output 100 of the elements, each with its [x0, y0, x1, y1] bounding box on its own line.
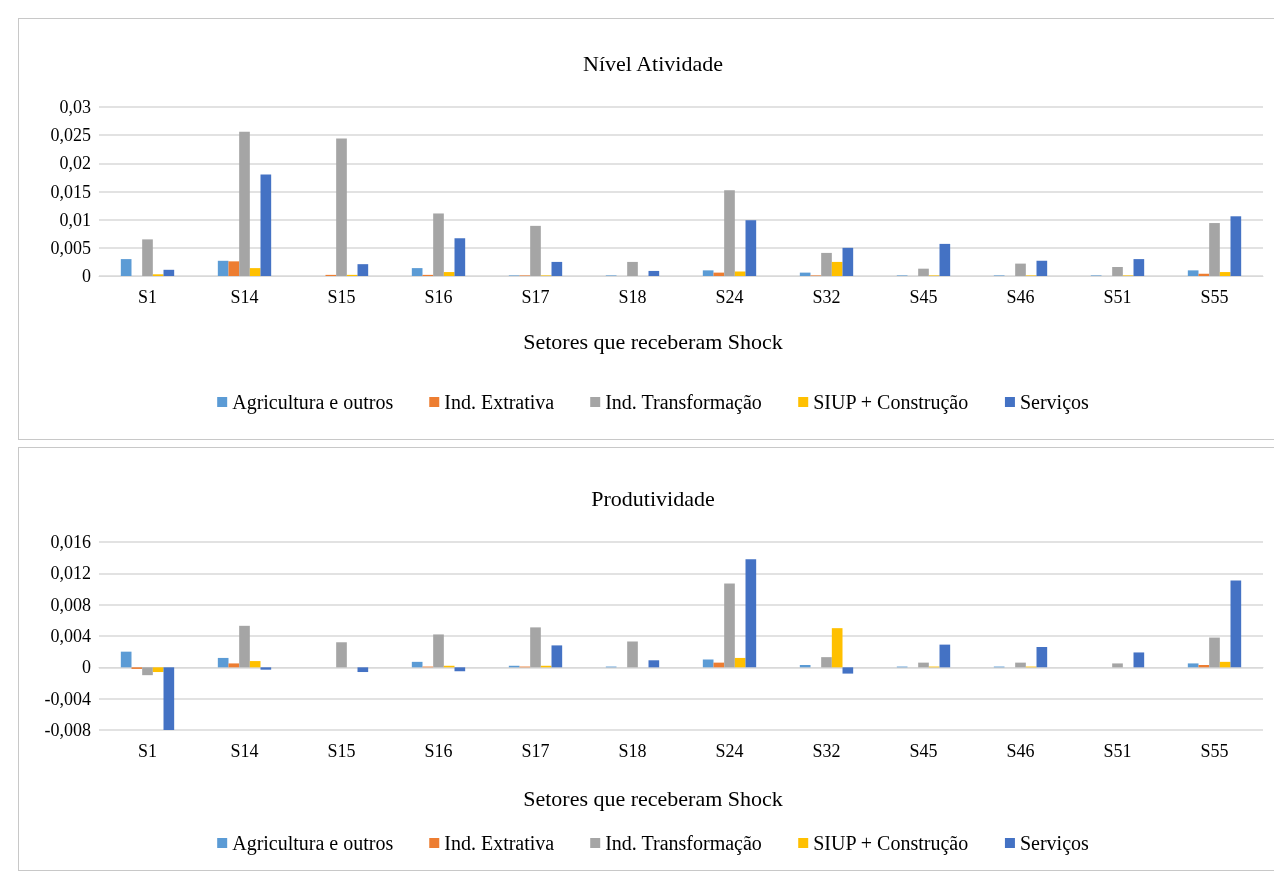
y-tick-label: 0,005 [50, 237, 91, 258]
bar [1219, 272, 1231, 276]
legend-label: Ind. Transformação [605, 391, 762, 414]
bar [1230, 216, 1242, 276]
x-tick-label: S55 [1200, 287, 1229, 307]
x-tick-label: S46 [1006, 741, 1035, 761]
legend-label: SIUP + Construção [813, 391, 969, 414]
x-tick-label: S18 [618, 287, 647, 307]
bar [120, 651, 132, 668]
bar [1209, 637, 1220, 668]
x-tick-label: S32 [812, 287, 841, 307]
x-tick-label: S16 [424, 741, 453, 761]
chart-title: Nível Atividade [583, 50, 723, 76]
y-tick-label: 0,016 [50, 532, 91, 552]
bar [239, 131, 250, 276]
y-tick-label: 0 [82, 657, 91, 678]
bar [336, 642, 347, 668]
bar [1015, 263, 1026, 276]
bar [1198, 273, 1210, 276]
y-tick-label: 0,02 [59, 153, 91, 174]
bar [142, 239, 153, 276]
x-tick-label: S55 [1200, 741, 1229, 761]
x-tick-label: S1 [137, 741, 158, 761]
bar [454, 667, 466, 672]
bar [152, 667, 164, 673]
bar [627, 261, 638, 276]
legend-label: Agricultura e outros [232, 832, 394, 855]
bar [433, 213, 444, 276]
x-tick-label: S46 [1006, 287, 1035, 307]
y-tick-label: -0,004 [44, 688, 91, 709]
bar [627, 641, 638, 668]
bar [745, 220, 757, 276]
x-tick-label: S15 [327, 741, 356, 761]
bar [842, 667, 854, 674]
bar [1209, 223, 1220, 276]
y-tick-label: 0,012 [50, 563, 91, 584]
bar [433, 634, 444, 668]
bar [821, 252, 832, 276]
bar [918, 268, 929, 276]
y-tick-label: 0,01 [59, 209, 91, 230]
bar [120, 259, 132, 276]
x-tick-label: S51 [1103, 741, 1132, 761]
x-tick-label: S14 [230, 741, 259, 761]
x-tick-label: S51 [1103, 287, 1132, 307]
bar [163, 269, 175, 276]
bar [163, 667, 175, 730]
legend-label: Serviços [1019, 832, 1090, 855]
bar [1230, 580, 1242, 668]
bar [260, 667, 272, 670]
bar [831, 628, 843, 668]
bar [724, 190, 735, 276]
bar [842, 247, 854, 276]
legend-label: Ind. Transformação [605, 832, 762, 855]
legend-label: Agricultura e outros [232, 391, 394, 414]
x-tick-label: S17 [521, 287, 550, 307]
bar [648, 270, 660, 276]
y-tick-label: 0,025 [50, 125, 91, 146]
x-tick-label: S18 [618, 741, 647, 761]
bar [1219, 661, 1231, 668]
x-tick-label: S32 [812, 741, 841, 761]
bar [217, 260, 229, 276]
bar [1133, 652, 1145, 668]
y-tick-label: 0,004 [50, 626, 91, 646]
y-tick-label: 0,03 [59, 97, 91, 117]
bar [713, 272, 725, 276]
legend-label: Ind. Extrativa [444, 832, 555, 854]
bar [530, 225, 541, 276]
bar [551, 645, 563, 668]
x-tick-label: S16 [424, 287, 453, 307]
x-tick-label: S45 [909, 287, 938, 307]
legend-label: SIUP + Construção [813, 832, 969, 855]
bar [249, 661, 261, 668]
x-tick-label: S24 [715, 741, 744, 761]
bar [443, 272, 455, 276]
x-tick-label: S17 [521, 741, 550, 761]
bar [939, 644, 951, 668]
bar [1112, 266, 1123, 276]
bar [551, 261, 563, 276]
bar [239, 625, 250, 668]
bar [228, 663, 240, 668]
bar [228, 261, 240, 276]
x-tick-label: S1 [137, 287, 158, 307]
x-tick-label: S14 [230, 287, 259, 307]
chart-title: Produtividade [591, 485, 715, 511]
y-tick-label: -0,008 [44, 720, 91, 740]
bar [336, 138, 347, 276]
legend-label: Ind. Extrativa [444, 391, 555, 413]
bar [217, 657, 229, 668]
bar [745, 559, 757, 668]
x-axis-title: Setores que receberam Shock [523, 328, 783, 354]
y-tick-label: 0 [82, 266, 91, 286]
bar [357, 667, 369, 673]
bar [821, 657, 832, 668]
bar [260, 174, 272, 276]
bar [454, 238, 466, 276]
bar [1112, 663, 1123, 668]
bar [939, 243, 951, 276]
bar [648, 660, 660, 668]
x-tick-label: S24 [715, 287, 744, 307]
bar [1187, 270, 1199, 276]
